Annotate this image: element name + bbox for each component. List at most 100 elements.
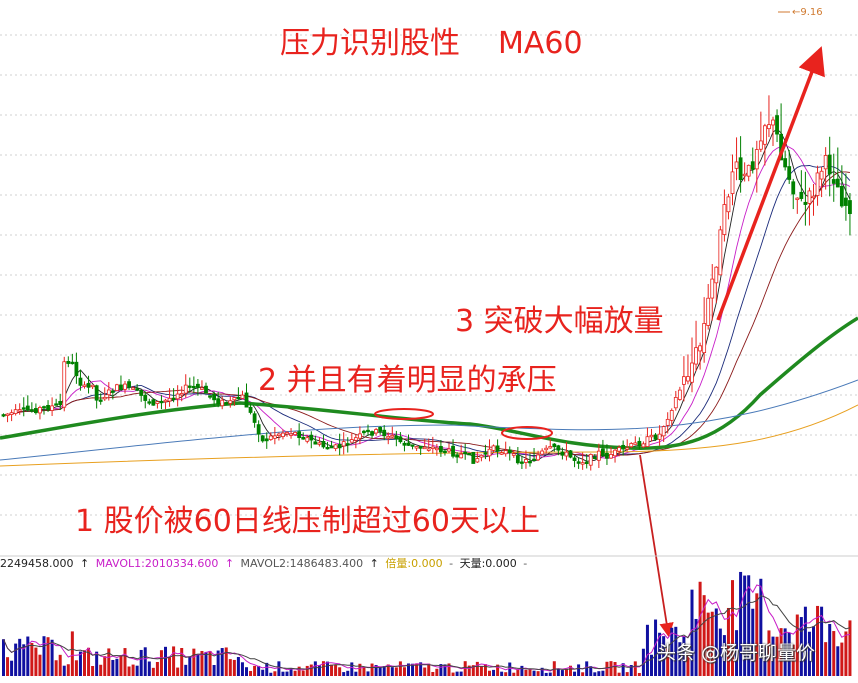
volume-bar [625, 672, 629, 676]
volume-bar [115, 658, 119, 676]
volume-bar [722, 635, 726, 676]
candle-body [451, 445, 455, 457]
candle-body [167, 397, 172, 402]
ma5-line [3, 128, 851, 462]
volume-bar [326, 661, 329, 676]
title-ma: MA60 [498, 26, 583, 61]
candle-body [831, 179, 836, 184]
candle-body [714, 266, 719, 284]
candle-body [119, 384, 123, 390]
volume-bar [297, 666, 301, 676]
candle-body [447, 448, 451, 452]
volume-bar [524, 669, 528, 676]
volume-bar [767, 630, 771, 676]
volume-bar [42, 636, 46, 676]
volume-bar [382, 666, 386, 676]
candle-body [256, 424, 261, 435]
candle-body [459, 453, 464, 459]
separator-dash: - [449, 557, 454, 570]
candle-body [46, 405, 50, 411]
price-candles [1, 95, 852, 471]
vol-value: 2249458.000 [0, 557, 74, 570]
candle-body [151, 399, 156, 406]
candle-body [706, 297, 711, 326]
volume-bar [350, 662, 354, 676]
candle-body [669, 410, 674, 421]
candle-body [378, 426, 383, 432]
volume-bar [111, 659, 115, 676]
candle-body [159, 400, 164, 404]
volume-bar [119, 655, 123, 676]
volume-bar [601, 670, 605, 676]
volume-bar [662, 636, 666, 676]
volume-bar [795, 614, 799, 676]
candle-body [5, 413, 10, 416]
candle-body [694, 347, 698, 365]
volume-bar [74, 660, 78, 676]
volume-bar [621, 663, 625, 676]
candle-body [58, 401, 63, 406]
volume-bar [83, 650, 86, 676]
volume-bar [447, 663, 451, 676]
volume-bar [30, 642, 34, 676]
candle-body [811, 195, 816, 199]
volume-bar [172, 646, 176, 676]
volume-bar [637, 672, 641, 676]
volume-bar [828, 624, 832, 676]
candle-body [661, 426, 666, 437]
candle-body [195, 383, 200, 388]
volume-bar [66, 664, 70, 676]
candle-body [645, 436, 650, 447]
candle-body [232, 397, 237, 401]
volume-bar [666, 648, 670, 676]
volume-bar [544, 672, 548, 676]
candle-body [528, 460, 532, 464]
candle-body [191, 385, 196, 389]
candle-body [171, 397, 176, 400]
candle-body [345, 443, 350, 446]
volume-bar [374, 665, 378, 676]
volume-bar [196, 654, 200, 676]
candle-body [102, 396, 107, 400]
volume-bars [2, 571, 852, 676]
candle-body [1, 414, 6, 417]
volume-bar [674, 626, 678, 676]
ma20-line [3, 165, 851, 457]
volume-bar [38, 654, 42, 676]
candle-body [370, 431, 374, 436]
volume-bar [317, 665, 321, 676]
volume-bar [253, 665, 257, 676]
candle-body [179, 393, 184, 396]
volume-bar [548, 672, 552, 676]
candle-body [795, 197, 800, 201]
mavol2-value: MAVOL2:1486483.400 [240, 557, 364, 570]
volume-bar [686, 653, 690, 676]
volume-bar [560, 670, 564, 676]
volume-bar [629, 665, 633, 676]
candle-body [402, 442, 407, 446]
annotation-resistance: 2 并且有着明显的承压 [258, 363, 557, 398]
volume-bar [402, 667, 406, 676]
volume-bar [99, 664, 103, 676]
volume-bar [751, 608, 755, 676]
candle-body [272, 435, 277, 439]
volume-bar [779, 628, 783, 676]
title-text: 压力识别股性 [280, 26, 460, 61]
candle-body [228, 400, 233, 404]
candle-body [276, 433, 281, 436]
candle-body [787, 166, 792, 180]
candle-body [629, 443, 634, 448]
volume-bar [301, 670, 305, 676]
candle-body [738, 157, 743, 181]
volume-bar [407, 663, 410, 676]
candle-body [633, 442, 638, 445]
mavol2-line [3, 595, 851, 671]
volume-bar [645, 624, 649, 676]
volume-bar [690, 589, 694, 676]
candle-body [799, 191, 804, 199]
candle-body [74, 361, 79, 377]
candle-body [609, 454, 613, 459]
ma60-line [0, 316, 858, 450]
volume-bar [135, 665, 139, 676]
candle-body [499, 452, 504, 455]
